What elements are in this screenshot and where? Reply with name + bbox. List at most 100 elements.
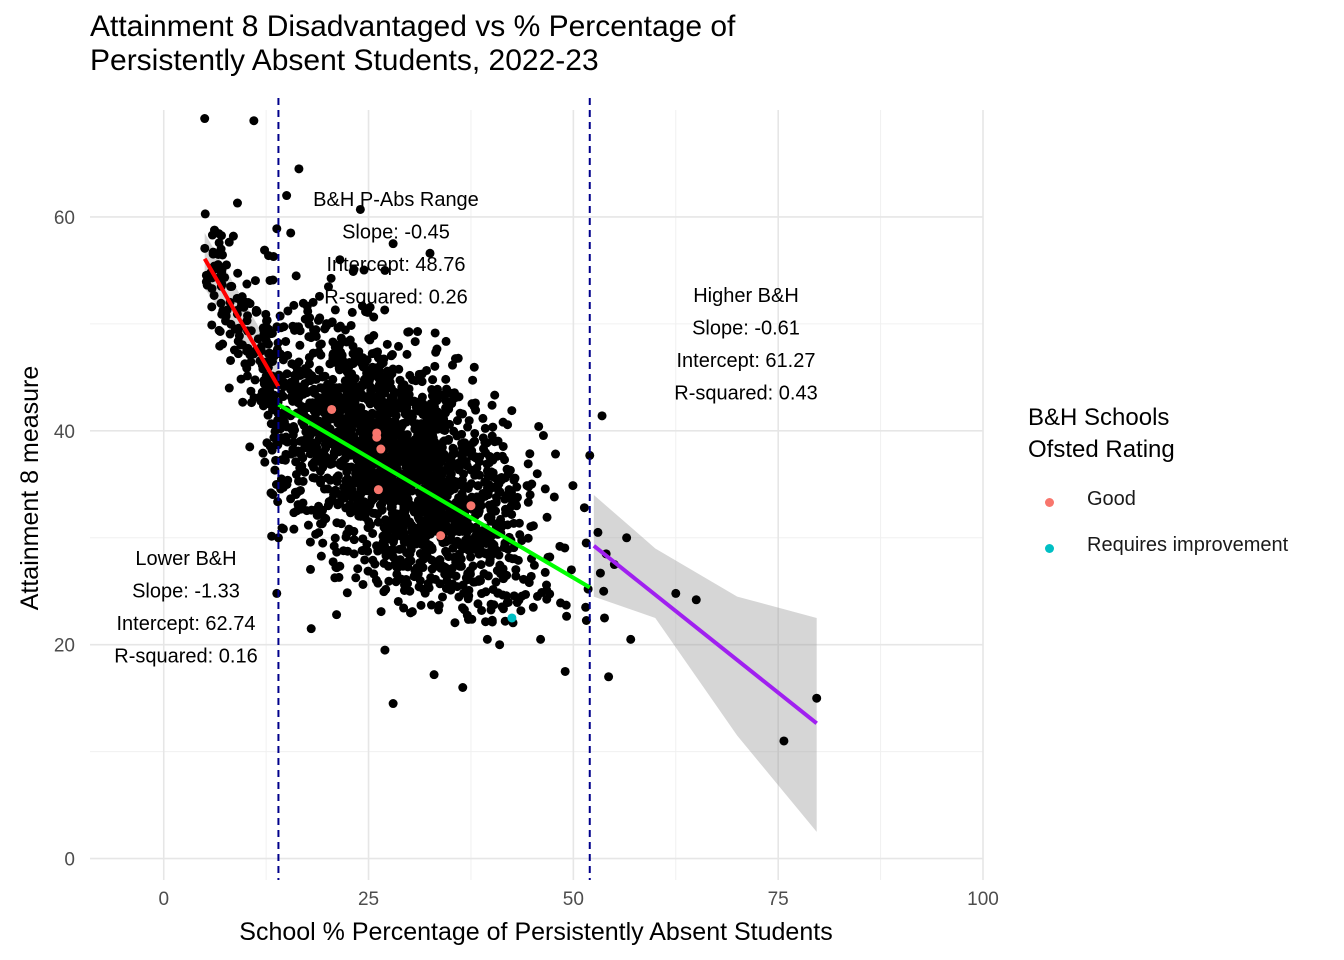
data-point <box>345 487 355 497</box>
data-point <box>491 521 501 531</box>
ofsted-point <box>372 432 382 442</box>
data-point <box>487 483 497 493</box>
data-point <box>427 564 437 574</box>
data-point <box>528 602 538 612</box>
data-point <box>441 583 451 593</box>
data-point <box>505 465 515 475</box>
data-point <box>369 569 379 579</box>
data-point <box>498 441 508 451</box>
data-point <box>382 366 392 376</box>
data-point <box>423 539 433 549</box>
data-point <box>478 488 488 498</box>
data-point <box>226 355 236 365</box>
data-point <box>489 600 499 610</box>
data-point <box>405 370 415 380</box>
data-point <box>347 307 357 317</box>
data-point <box>469 362 479 372</box>
data-point <box>426 573 436 583</box>
data-point <box>496 475 506 485</box>
annotations: B&H P-Abs Range Slope: -0.45 Intercept: 48… <box>114 189 817 668</box>
data-point <box>249 116 259 126</box>
data-point <box>413 423 423 433</box>
data-point <box>498 574 508 584</box>
data-point <box>304 332 314 342</box>
data-point <box>259 331 269 341</box>
data-point <box>470 532 480 542</box>
data-point <box>393 596 403 606</box>
data-point <box>236 374 246 384</box>
data-point <box>481 617 491 627</box>
data-point <box>422 365 432 375</box>
data-point <box>381 482 391 492</box>
data-point <box>245 442 255 452</box>
data-point <box>487 617 497 627</box>
data-point <box>501 591 511 601</box>
data-point <box>378 537 388 547</box>
data-point <box>410 566 420 576</box>
data-point <box>352 455 362 465</box>
data-point <box>526 522 536 532</box>
data-point <box>258 395 268 405</box>
data-point <box>332 415 342 425</box>
data-point <box>426 600 436 610</box>
data-point <box>449 447 459 457</box>
data-point <box>779 736 789 746</box>
data-point <box>263 410 273 420</box>
data-point <box>232 198 242 208</box>
legend: B&H Schools Ofsted Rating Good Requires … <box>1028 402 1288 572</box>
data-point <box>335 255 345 265</box>
data-point <box>282 369 292 379</box>
data-point <box>221 316 231 326</box>
data-point <box>250 276 260 286</box>
data-point <box>338 355 348 365</box>
data-point <box>288 430 298 440</box>
data-point <box>340 454 350 464</box>
data-point <box>429 670 439 680</box>
data-point <box>311 325 321 335</box>
data-point <box>441 548 451 558</box>
data-point <box>430 328 440 338</box>
data-point <box>450 618 460 628</box>
data-point <box>233 268 243 278</box>
data-point <box>333 500 343 510</box>
data-point <box>511 571 521 581</box>
data-point <box>297 401 307 411</box>
data-point <box>237 298 247 308</box>
annotation-line: R-squared: 0.43 <box>674 383 817 405</box>
data-point <box>368 384 378 394</box>
data-point <box>243 311 253 321</box>
data-point <box>218 339 228 349</box>
legend-label-requires-improvement: Requires improvement <box>1087 534 1289 556</box>
data-point <box>268 275 278 285</box>
data-point <box>234 323 244 333</box>
data-point <box>423 552 433 562</box>
legend-item-good: Good <box>1028 480 1175 526</box>
data-point <box>359 375 369 385</box>
data-point <box>495 640 505 650</box>
data-point <box>325 359 335 369</box>
data-point <box>262 373 272 383</box>
data-point <box>386 407 396 417</box>
data-point <box>626 634 636 644</box>
data-point <box>525 490 535 500</box>
data-point <box>360 555 370 565</box>
x-tick-label: 75 <box>768 889 789 910</box>
data-point <box>330 533 340 543</box>
data-point <box>560 666 570 676</box>
data-point <box>309 384 319 394</box>
data-point <box>332 610 342 620</box>
data-point <box>335 321 345 331</box>
data-point <box>207 320 217 330</box>
data-point <box>262 316 272 326</box>
data-point <box>424 458 434 468</box>
x-axis-label: School % Percentage of Persistently Abse… <box>239 918 832 946</box>
y-tick-label: 40 <box>54 422 75 443</box>
data-point <box>487 400 497 410</box>
data-point <box>401 456 411 466</box>
data-point <box>440 512 450 522</box>
data-point <box>485 557 495 567</box>
data-point <box>622 533 632 543</box>
data-point <box>468 375 478 385</box>
data-point <box>579 503 589 513</box>
x-tick-label: 100 <box>967 889 999 910</box>
